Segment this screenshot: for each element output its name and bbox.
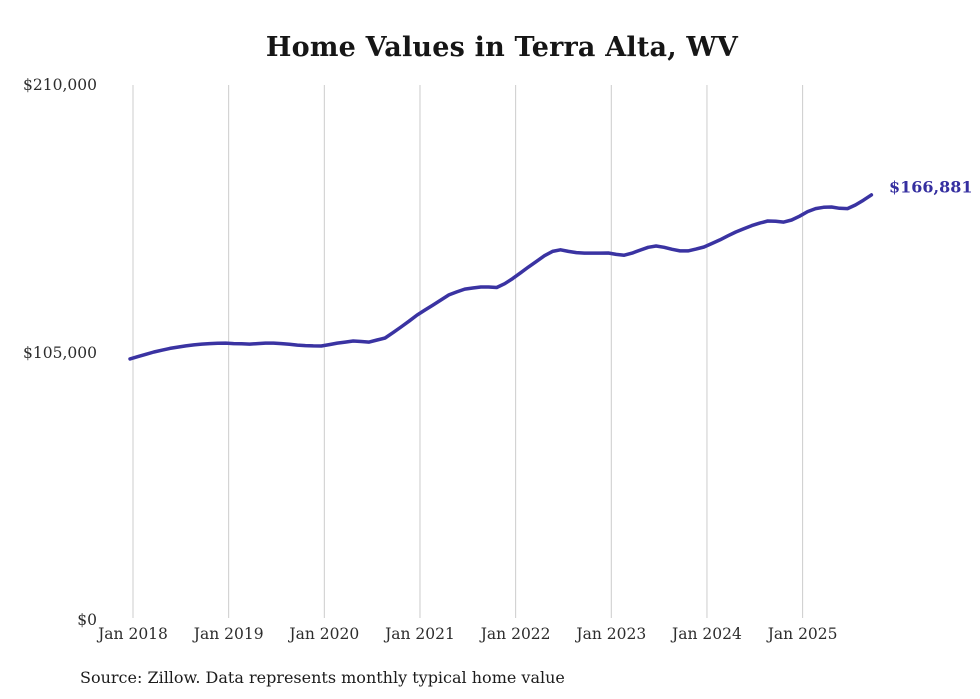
x-tick-label: Jan 2020	[289, 625, 360, 643]
y-tick-label: $105,000	[23, 343, 97, 362]
x-tick-label: Jan 2018	[98, 625, 168, 643]
series-end-value-label: $166,881	[889, 177, 973, 197]
y-tick-label: $210,000	[23, 76, 97, 94]
x-tick-label: Jan 2022	[480, 625, 551, 643]
x-tick-label: Jan 2019	[193, 625, 264, 643]
chart-title: Home Values in Terra Alta, WV	[265, 32, 739, 63]
x-tick-label: Jan 2025	[767, 625, 838, 643]
y-tick-label: $0	[77, 611, 97, 629]
x-tick-label: Jan 2024	[672, 625, 742, 643]
x-tick-label: Jan 2021	[385, 625, 455, 643]
home-value-line	[128, 193, 874, 361]
x-tick-label: Jan 2023	[576, 625, 647, 643]
source-note: Source: Zillow. Data represents monthly …	[80, 668, 565, 687]
